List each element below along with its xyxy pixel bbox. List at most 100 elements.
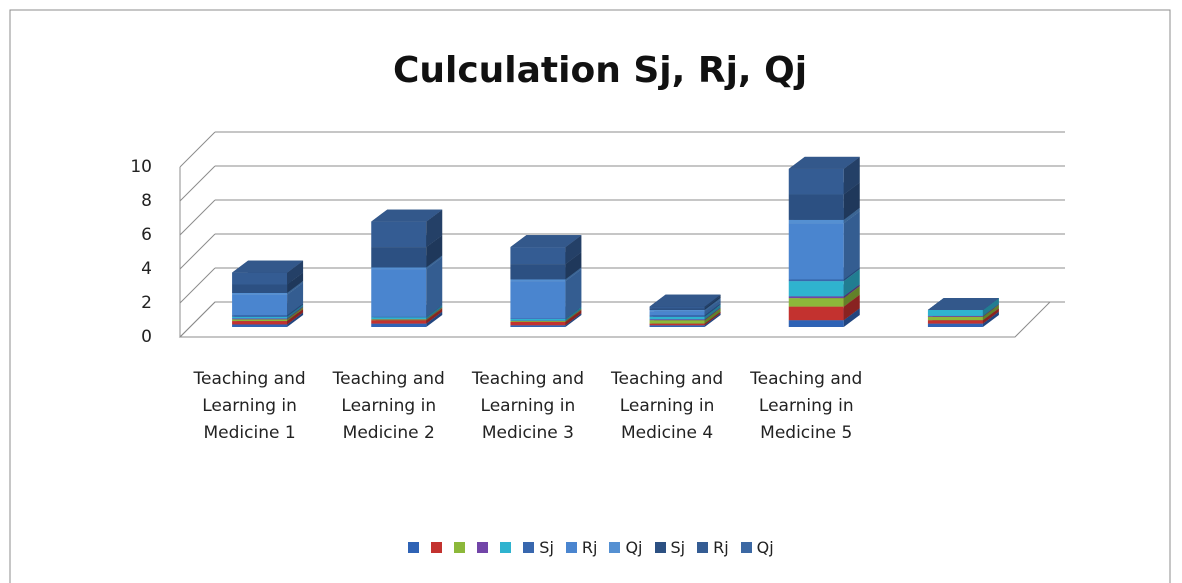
bar-front bbox=[927, 310, 983, 316]
bar-front bbox=[788, 320, 844, 327]
y-tick-label: 4 bbox=[141, 259, 152, 279]
bar-side bbox=[426, 307, 443, 320]
bar-front bbox=[371, 319, 427, 321]
bar-side bbox=[426, 257, 443, 317]
legend-swatch bbox=[477, 542, 489, 553]
bar-side bbox=[704, 299, 721, 316]
bar-side bbox=[565, 309, 582, 326]
side-grid-line bbox=[179, 267, 216, 304]
bar-segment bbox=[510, 235, 582, 248]
bar-segment bbox=[927, 298, 999, 310]
chart-border bbox=[9, 9, 1171, 583]
bar-side bbox=[704, 294, 721, 309]
bar-side bbox=[704, 311, 721, 326]
legend-item: Qj bbox=[740, 538, 774, 557]
bar-front bbox=[232, 321, 288, 325]
bar-side bbox=[704, 304, 721, 320]
bar-front bbox=[788, 168, 844, 195]
legend-item: Rj bbox=[565, 538, 598, 557]
bar-side bbox=[426, 308, 443, 324]
legend-item: Sj bbox=[654, 538, 686, 557]
legend-label: Sj bbox=[670, 538, 686, 557]
floor bbox=[178, 301, 1052, 338]
bar-front bbox=[649, 320, 705, 324]
legend-swatch bbox=[609, 542, 621, 553]
bar-side bbox=[843, 308, 860, 327]
bar-front bbox=[788, 223, 844, 280]
legend-swatch bbox=[565, 542, 577, 553]
bar-front bbox=[232, 294, 288, 316]
bar-side bbox=[287, 272, 304, 293]
bar-front bbox=[510, 247, 566, 265]
bar-side bbox=[982, 298, 999, 316]
bar-front bbox=[788, 194, 844, 220]
bar-front bbox=[510, 279, 566, 282]
bar-front bbox=[510, 319, 566, 321]
bar-front bbox=[510, 325, 566, 327]
bar-side bbox=[426, 235, 443, 268]
bar-front bbox=[371, 247, 427, 268]
bar-side bbox=[843, 182, 860, 220]
bar-segment bbox=[649, 294, 721, 307]
bar-front bbox=[788, 306, 844, 321]
bar-front bbox=[232, 293, 288, 295]
bar-front bbox=[232, 319, 288, 322]
bar-side bbox=[843, 267, 860, 282]
bar-top bbox=[649, 294, 721, 307]
bar-side bbox=[287, 312, 304, 327]
legend-item: Qj bbox=[609, 538, 643, 557]
bar-front bbox=[371, 269, 427, 317]
bar-side bbox=[426, 209, 443, 248]
x-tick-label: Teaching and Learning in Medicine 2 bbox=[332, 369, 445, 443]
bar-front bbox=[927, 323, 983, 327]
chart-title: Culculation Sj, Rj, Qj bbox=[393, 50, 807, 91]
bar-side bbox=[843, 284, 860, 299]
bar-side bbox=[426, 307, 443, 321]
bar-side bbox=[287, 309, 304, 325]
bar-front bbox=[649, 311, 705, 316]
legend-item bbox=[454, 538, 466, 557]
legend-item bbox=[477, 538, 489, 557]
legend-item: Sj bbox=[523, 538, 554, 557]
bar-side bbox=[565, 269, 582, 319]
legend-label: Sj bbox=[539, 538, 554, 557]
legend-swatch bbox=[408, 542, 420, 553]
side-grid-line bbox=[179, 199, 216, 236]
legend-label: Rj bbox=[581, 538, 598, 557]
bar-front bbox=[649, 319, 705, 321]
bar-top bbox=[232, 260, 304, 273]
bar-segment bbox=[232, 260, 304, 273]
legend-item bbox=[500, 538, 512, 557]
bar-front bbox=[510, 264, 566, 280]
bar-front bbox=[232, 324, 288, 327]
bar-front bbox=[371, 267, 427, 270]
bar-side bbox=[843, 294, 860, 321]
side-grid-line bbox=[179, 301, 216, 338]
bar-side bbox=[704, 313, 721, 327]
bar-front bbox=[649, 316, 705, 320]
bar-top bbox=[927, 298, 999, 310]
bar-front bbox=[232, 272, 288, 285]
bar-front bbox=[927, 315, 983, 317]
bar-side bbox=[565, 306, 582, 320]
legend-swatch bbox=[654, 542, 666, 553]
bar-front bbox=[649, 325, 705, 327]
legend-swatch bbox=[431, 542, 443, 553]
bar-front bbox=[371, 316, 427, 318]
bar-front bbox=[371, 320, 427, 324]
bar-front bbox=[649, 308, 705, 310]
bar-side bbox=[982, 308, 999, 324]
bar-side bbox=[426, 304, 443, 318]
bar-side bbox=[843, 286, 860, 307]
bar-front bbox=[510, 318, 566, 320]
legend-item: Rj bbox=[697, 538, 729, 557]
bar-front bbox=[510, 321, 566, 322]
legend-label: Qj bbox=[625, 538, 643, 557]
legend: Sj Rj Qj Sj Rj Qj bbox=[0, 538, 1182, 557]
legend-swatch bbox=[697, 542, 709, 553]
legend-swatch bbox=[740, 542, 752, 553]
bar-side bbox=[982, 304, 999, 321]
bar-front bbox=[927, 316, 983, 321]
y-tick-label: 6 bbox=[141, 225, 152, 245]
